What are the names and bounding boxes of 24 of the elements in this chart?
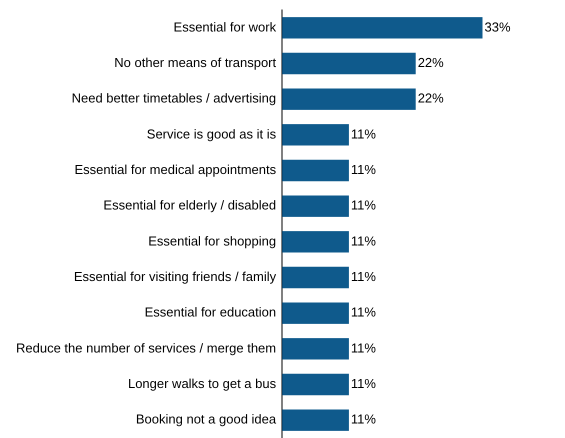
y-tick-label: Essential for shopping bbox=[148, 233, 276, 248]
y-tick-label: No other means of transport bbox=[114, 55, 277, 70]
data-label: 11% bbox=[350, 340, 376, 356]
data-label: 11% bbox=[350, 376, 376, 392]
data-label: 22% bbox=[418, 90, 444, 106]
y-tick-label: Essential for medical appointments bbox=[74, 162, 277, 178]
y-tick-label: Booking not a good idea bbox=[136, 412, 277, 427]
y-tick-label: Reduce the number of services / merge them bbox=[16, 340, 276, 356]
data-label: 22% bbox=[418, 55, 444, 70]
y-tick-label: Service is good as it is bbox=[146, 126, 277, 142]
y-tick-label: Essential for work bbox=[174, 19, 277, 34]
data-label: 11% bbox=[350, 269, 376, 284]
y-tick-label: Essential for elderly / disabled bbox=[103, 198, 276, 213]
data-label: 11% bbox=[350, 233, 376, 248]
y-tick-label: Need better timetables / advertising bbox=[72, 90, 276, 106]
y-tick-label: Longer walks to get a bus bbox=[128, 376, 277, 392]
y-tick-label: Essential for visiting friends / family bbox=[74, 269, 277, 284]
data-label: 11% bbox=[350, 126, 376, 142]
data-label: 11% bbox=[350, 198, 376, 213]
y-tick-label: Essential for education bbox=[144, 304, 276, 320]
data-label: 11% bbox=[350, 162, 376, 178]
data-label: 11% bbox=[350, 412, 376, 427]
data-label: 11% bbox=[350, 304, 376, 320]
data-label: 33% bbox=[484, 19, 511, 34]
